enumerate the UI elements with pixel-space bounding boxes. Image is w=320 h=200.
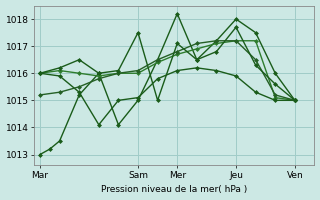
X-axis label: Pression niveau de la mer( hPa ): Pression niveau de la mer( hPa ) bbox=[101, 185, 247, 194]
